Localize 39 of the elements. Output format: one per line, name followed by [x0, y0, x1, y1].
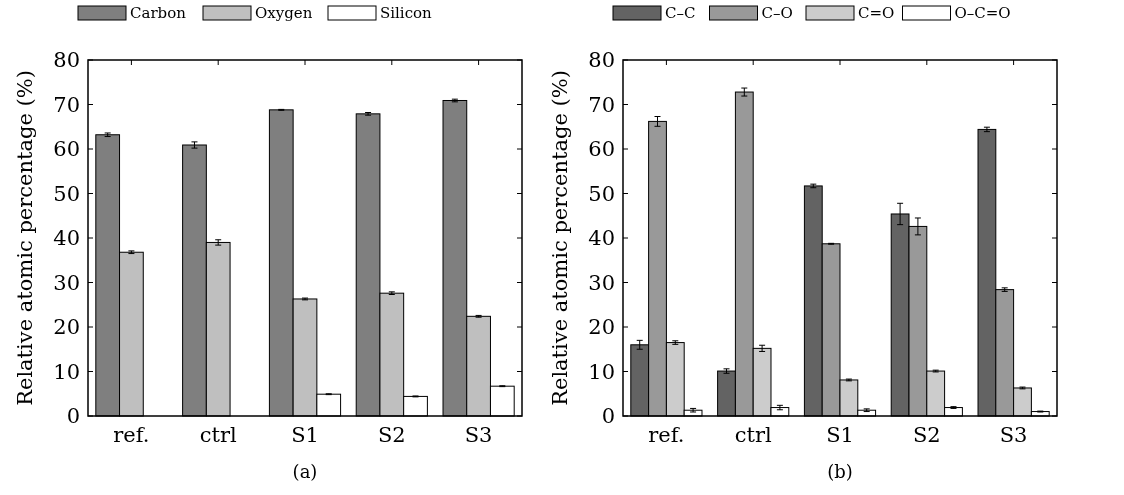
x-tick-label: ref. — [113, 423, 150, 447]
y-tick-label: 40 — [588, 226, 615, 251]
y-axis-title: Relative atomic percentage (%) — [13, 70, 37, 406]
legend-label: O–C=O — [954, 4, 1011, 22]
legend-label: Carbon — [130, 4, 187, 22]
y-tick-label: 0 — [601, 404, 615, 429]
legend-label: Oxygen — [255, 4, 313, 22]
x-tick-label: S1 — [826, 423, 854, 447]
x-tick-label: ref. — [648, 423, 685, 447]
x-tick-label: S3 — [464, 423, 493, 447]
y-tick-label: 60 — [53, 137, 80, 162]
y-tick-label: 40 — [53, 226, 80, 251]
x-tick-label: S3 — [999, 423, 1028, 447]
y-tick-label: 30 — [53, 270, 80, 295]
x-axis-title: (a) — [292, 461, 318, 482]
legend-label: Silicon — [380, 4, 433, 22]
x-tick-label: ctrl — [199, 423, 237, 447]
y-tick-label: 30 — [588, 270, 615, 295]
y-axis-title: Relative atomic percentage (%) — [548, 70, 572, 406]
y-tick-label: 50 — [588, 181, 615, 206]
y-tick-label: 80 — [588, 48, 615, 73]
y-tick-label: 60 — [588, 137, 615, 162]
y-tick-label: 20 — [588, 315, 615, 340]
y-tick-label: 20 — [53, 315, 80, 340]
x-tick-label: S2 — [377, 423, 406, 447]
y-tick-label: 10 — [53, 359, 80, 384]
legend-label: C=O — [858, 4, 895, 22]
x-axis-title: (b) — [827, 461, 853, 482]
y-tick-label: 50 — [53, 181, 80, 206]
y-tick-label: 0 — [66, 404, 80, 429]
legend-label: C–C — [665, 4, 696, 22]
legend-label: C–O — [761, 4, 793, 22]
y-tick-label: 70 — [53, 92, 80, 117]
x-tick-label: S1 — [291, 423, 319, 447]
x-tick-label: S2 — [912, 423, 941, 447]
x-tick-label: ctrl — [734, 423, 772, 447]
y-tick-label: 10 — [588, 359, 615, 384]
y-tick-label: 80 — [53, 48, 80, 73]
y-tick-label: 70 — [588, 92, 615, 117]
